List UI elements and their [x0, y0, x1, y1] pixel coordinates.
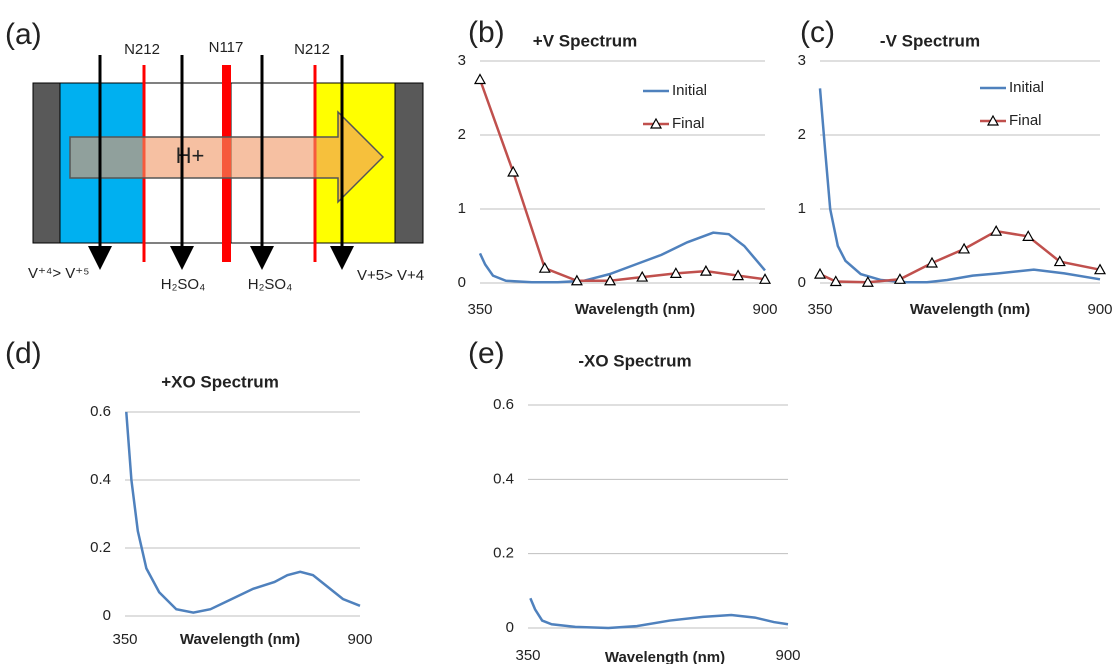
y-tick-label: 0.6 [90, 403, 111, 420]
electrode [394, 82, 424, 244]
reaction-label: V+5> V+4 [357, 267, 424, 284]
x-tick-label: 900 [752, 301, 777, 318]
series-line [125, 411, 361, 614]
data-point [732, 269, 745, 281]
chart-title: +V Spectrum [533, 31, 637, 50]
y-tick-label: 1 [798, 200, 806, 217]
y-tick-label: 2 [798, 126, 806, 143]
data-point [538, 261, 551, 273]
data-point [1022, 230, 1035, 241]
y-tick-label: 0.2 [493, 545, 514, 562]
electrode [32, 82, 61, 244]
series-line [529, 597, 789, 630]
chart: 0 1 2 3 350 900 +V Spectrum (b) Wavelength (nm) I… [458, 16, 778, 318]
arrow-label: H+ [176, 143, 205, 168]
data-point [636, 270, 649, 282]
data-point [829, 275, 842, 287]
y-tick-label: 3 [458, 52, 466, 69]
y-tick-label: 0.4 [90, 471, 111, 488]
proton-arrow [69, 110, 385, 204]
data-point [758, 273, 772, 284]
legend-label: Final [1009, 112, 1042, 129]
legend-label: Initial [672, 82, 707, 99]
x-axis-label: Wavelength (nm) [180, 631, 300, 648]
x-axis-label: Wavelength (nm) [605, 649, 725, 664]
membrane-label: N117 [209, 39, 244, 56]
data-point [1093, 263, 1107, 275]
data-point [861, 276, 874, 287]
series-line [819, 229, 1101, 284]
series-line [818, 88, 1101, 284]
x-tick-label: 900 [1087, 301, 1112, 318]
y-tick-label: 0.6 [493, 396, 514, 413]
data-point [570, 274, 583, 286]
cell-diagram: (a) H+ N212 N117 N212 V⁺⁴> V⁺⁵ H₂SO₄ H₂S… [5, 18, 424, 293]
chart-title: +XO Spectrum [161, 372, 279, 391]
data-point [507, 165, 520, 177]
data-point [699, 264, 712, 276]
reaction-label: V⁺⁴> V⁺⁵ [28, 265, 89, 282]
y-tick-label: 0 [103, 607, 111, 624]
y-tick-label: 0 [798, 274, 806, 291]
x-axis-label: Wavelength (nm) [910, 301, 1030, 318]
panel-label: (e) [468, 337, 505, 370]
y-tick-label: 0 [506, 619, 514, 636]
electrolyte-label: H₂SO₄ [248, 276, 292, 293]
y-tick-label: 2 [458, 126, 466, 143]
chart: 0 0.2 0.4 0.6 350 900 +XO Spectrum (d) Wavelengt… [5, 337, 373, 648]
y-tick-label: 0.4 [493, 470, 514, 487]
x-tick-label: 350 [807, 301, 832, 318]
series-line [478, 79, 766, 283]
data-point [893, 273, 906, 284]
chart-title: -XO Spectrum [578, 351, 691, 370]
legend-label: Final [672, 115, 705, 132]
panel-label: (c) [800, 16, 835, 49]
electrolyte-label: H₂SO₄ [161, 276, 205, 293]
x-axis-label: Wavelength (nm) [575, 301, 695, 318]
y-tick-label: 0 [458, 274, 466, 291]
x-tick-label: 350 [112, 631, 137, 648]
x-tick-label: 350 [467, 301, 492, 318]
chart-title: -V Spectrum [880, 31, 980, 50]
data-point [925, 256, 939, 268]
data-point [1053, 255, 1066, 267]
x-tick-label: 900 [347, 631, 372, 648]
data-point [813, 267, 827, 279]
panel-label: (d) [5, 337, 42, 370]
x-tick-label: 900 [775, 647, 800, 664]
y-tick-label: 3 [798, 52, 806, 69]
data-point [669, 267, 682, 278]
legend-label: Initial [1009, 79, 1044, 96]
data-point [958, 242, 971, 254]
membrane-label: N212 [294, 41, 330, 58]
chart: 0 0.2 0.4 0.6 350 900 -XO Spectrum (e) Wavelengt… [468, 337, 801, 664]
series-line [478, 231, 766, 284]
panel-label: (b) [468, 16, 505, 49]
x-tick-label: 350 [515, 647, 540, 664]
legend-marker [986, 114, 1000, 126]
data-point [473, 73, 487, 85]
y-tick-label: 1 [458, 200, 466, 217]
legend-marker [649, 117, 663, 129]
panel-label: (a) [5, 18, 42, 51]
membrane-label: N212 [124, 41, 160, 58]
y-tick-label: 0.2 [90, 539, 111, 556]
chart: 0 1 2 3 350 900 -V Spectrum (c) Wavelength (nm) I… [798, 16, 1113, 318]
data-point [604, 274, 617, 286]
data-point [990, 224, 1003, 236]
